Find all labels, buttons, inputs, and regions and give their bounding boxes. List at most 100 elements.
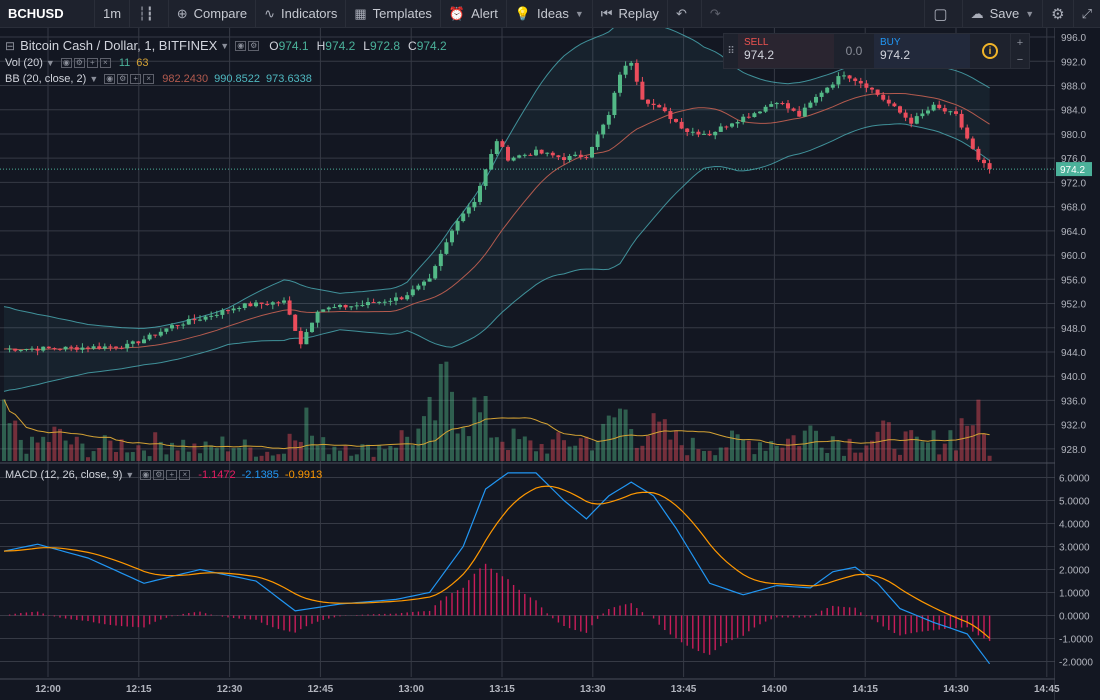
price-tick-label: 948.0: [1061, 324, 1086, 335]
compare-button[interactable]: ⊕ Compare: [169, 0, 257, 27]
redo-button[interactable]: ↷: [702, 0, 735, 27]
candle-body: [405, 295, 410, 300]
undo-icon: ↶: [675, 5, 687, 21]
candle-body: [461, 213, 466, 222]
volume-bar: [825, 452, 830, 461]
candle-body: [662, 107, 667, 112]
plus-button[interactable]: +: [1016, 36, 1024, 49]
sell-button[interactable]: SELL 974.2: [738, 34, 834, 68]
interval-button[interactable]: 1m: [95, 0, 131, 27]
candle-body: [920, 113, 925, 117]
volume-bar: [147, 456, 152, 461]
ideas-button[interactable]: 💡 Ideas ▼: [507, 0, 593, 27]
alert-button[interactable]: ⏰ Alert: [441, 0, 507, 27]
eye-icon[interactable]: ◉: [104, 74, 116, 84]
volume-bar: [276, 454, 281, 461]
undo-button[interactable]: ↶: [668, 0, 702, 27]
candle-body: [102, 346, 107, 349]
price-chart[interactable]: 996.0 992.0 988.0 984.0 980.0 976.0 972.0 968.0…: [0, 28, 1100, 700]
replay-button[interactable]: ⏮ Replay: [593, 0, 668, 27]
chevron-down-icon[interactable]: ▼: [45, 58, 55, 68]
settings-icon[interactable]: ⚙: [73, 58, 85, 68]
volume-bar: [976, 399, 981, 461]
volume-bar: [937, 454, 942, 461]
candle-body: [321, 309, 326, 312]
eye-icon[interactable]: ◉: [60, 58, 72, 68]
candle-body: [164, 328, 169, 332]
info-button[interactable]: i: [970, 34, 1010, 68]
save-button[interactable]: ☁ Save ▼: [963, 0, 1044, 27]
minus-button[interactable]: −: [1016, 53, 1024, 66]
macd-tick-label: 3.0000: [1059, 543, 1090, 554]
eye-icon[interactable]: ◉: [235, 40, 247, 51]
plus-icon[interactable]: +: [130, 74, 142, 84]
plus-icon[interactable]: +: [86, 58, 98, 68]
close-icon[interactable]: ×: [143, 74, 155, 84]
candle-body: [853, 78, 858, 81]
collapse-icon[interactable]: ⊟: [5, 38, 16, 53]
candle-body: [343, 304, 348, 308]
volume-bar: [584, 436, 589, 461]
open-value: 974.1: [278, 38, 309, 53]
legend-buttons: ◉ ⚙: [235, 40, 261, 51]
candle-body: [634, 62, 639, 82]
chevron-down-icon[interactable]: ▼: [125, 470, 135, 480]
candle-body: [965, 127, 970, 139]
volume-bar: [556, 432, 561, 461]
volume-bar: [948, 430, 953, 461]
expand-button[interactable]: ⤢: [1074, 0, 1100, 27]
settings-icon[interactable]: ⚙: [117, 74, 129, 84]
candle-body: [640, 81, 645, 100]
candle-body: [898, 106, 902, 113]
chart-type-button[interactable]: ┆┇: [130, 0, 169, 27]
settings-icon[interactable]: ⚙: [153, 470, 165, 480]
symbol-search-button[interactable]: BCHUSD: [0, 0, 95, 27]
volume-bar: [758, 442, 762, 461]
settings-button[interactable]: ⚙: [1043, 0, 1074, 27]
candle-body: [119, 347, 124, 349]
candle-body: [7, 348, 12, 350]
volume-bar: [534, 451, 538, 461]
volume-bar: [2, 399, 6, 461]
volume-bar: [500, 441, 505, 461]
candle-body: [982, 159, 986, 164]
candle-body: [231, 308, 236, 311]
volume-bar: [220, 436, 225, 461]
volume-bar: [478, 412, 482, 461]
templates-icon: ▦: [354, 5, 367, 21]
candle-body: [735, 121, 740, 124]
volume-bar: [214, 448, 219, 461]
close-icon[interactable]: ×: [179, 470, 191, 480]
volume-bar: [164, 454, 169, 461]
volume-bar: [483, 396, 488, 461]
candle-body: [248, 303, 253, 307]
candle-body: [494, 141, 499, 155]
plus-icon[interactable]: +: [166, 470, 178, 480]
volume-bar: [438, 363, 443, 461]
volume-bar: [259, 455, 264, 461]
close-icon[interactable]: ×: [99, 58, 111, 68]
candle-body: [282, 300, 286, 303]
macd-legend: MACD (12, 26, close, 9) ▼ ◉ ⚙ + × -1.1472 -2…: [5, 469, 322, 481]
volume-bar: [550, 439, 555, 461]
candle-body: [444, 242, 449, 254]
time-tick-label: 14:15: [852, 684, 878, 695]
candle-body: [814, 96, 818, 103]
templates-label: Templates: [372, 6, 432, 21]
settings-icon[interactable]: ⚙: [248, 40, 260, 51]
fullscreen-toggle-button[interactable]: ▢: [924, 0, 963, 27]
buy-button[interactable]: BUY 974.2: [874, 34, 970, 68]
eye-icon[interactable]: ◉: [140, 470, 152, 480]
indicators-button[interactable]: ∿ Indicators: [256, 0, 347, 27]
templates-button[interactable]: ▦ Templates: [346, 0, 441, 27]
volume-bar: [954, 450, 958, 461]
candles-icon: ┆┇: [138, 5, 154, 21]
chevron-down-icon[interactable]: ▼: [220, 40, 230, 51]
volume-bar: [763, 450, 768, 461]
drag-handle-icon[interactable]: ⠿: [727, 45, 735, 57]
volume-bar: [612, 417, 617, 461]
volume-bar: [931, 430, 936, 461]
candle-body: [130, 341, 135, 344]
volume-bar: [52, 426, 57, 461]
chevron-down-icon[interactable]: ▼: [89, 74, 99, 84]
